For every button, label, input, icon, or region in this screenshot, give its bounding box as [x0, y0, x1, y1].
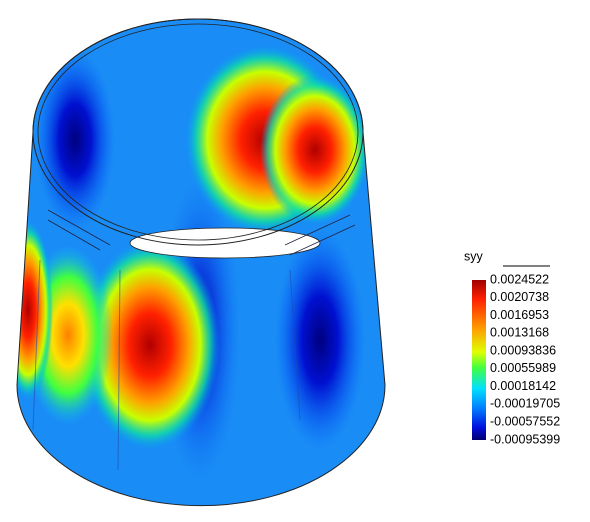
legend-label: -0.00057552	[490, 415, 560, 429]
legend-label: 0.0013168	[490, 326, 549, 340]
legend-label: 0.0016953	[490, 308, 549, 322]
legend-label: 0.00093836	[490, 343, 556, 357]
legend-label: -0.00019705	[490, 397, 560, 411]
legend-label: 0.00018142	[490, 379, 556, 393]
legend-title: syy	[464, 249, 484, 263]
legend-label: 0.0020738	[490, 290, 549, 304]
legend-labels: 0.0024522 0.0020738 0.0016953 0.0013168 0.00…	[490, 272, 560, 446]
colorbar	[472, 280, 486, 440]
legend-label: -0.00095399	[490, 432, 560, 446]
cylinder	[17, 19, 385, 506]
legend-label: 0.0024522	[490, 272, 549, 286]
legend-label: 0.00055989	[490, 361, 556, 375]
